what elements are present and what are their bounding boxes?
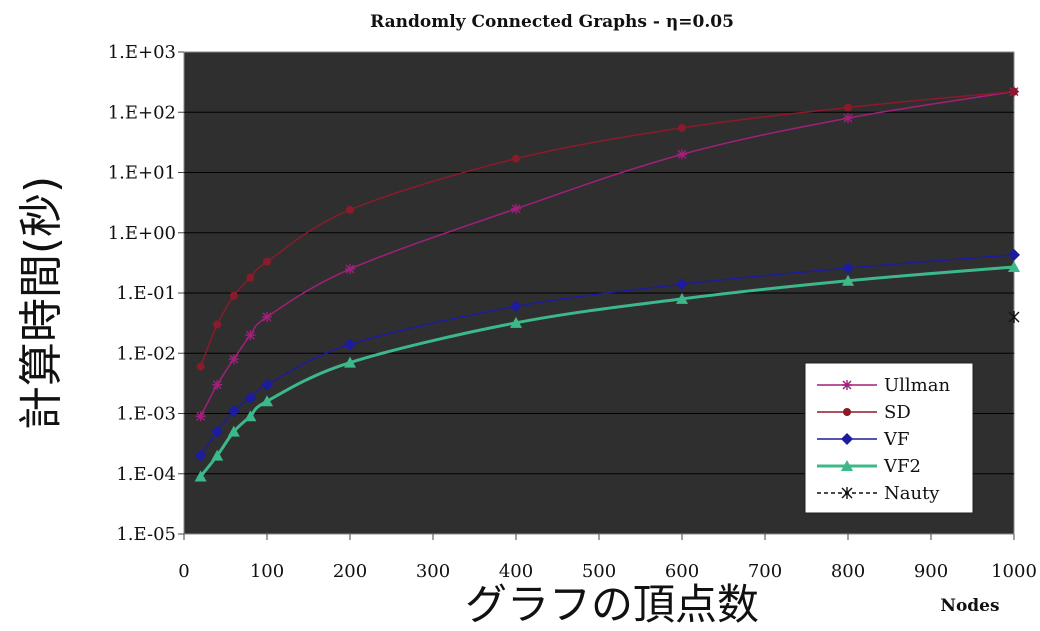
data-point-sd xyxy=(678,123,686,132)
y-tick-label: 1.E+03 xyxy=(108,42,176,63)
y-axis-label: 計算時間(秒) xyxy=(16,176,67,430)
legend-marker-sd xyxy=(843,408,851,416)
x-tick-label: 400 xyxy=(499,561,533,582)
legend-marker-ullman xyxy=(842,380,852,390)
data-point-vf2 xyxy=(261,395,273,407)
chart-title: Randomly Connected Graphs - η=0.05 xyxy=(370,12,734,32)
data-point-sd xyxy=(263,257,271,266)
data-point-vf xyxy=(842,261,854,274)
x-tick-label: 900 xyxy=(914,561,948,582)
data-point-vf2 xyxy=(344,356,356,368)
x-axis-unit-label: Nodes xyxy=(940,596,999,616)
data-point-sd xyxy=(229,291,238,300)
x-tick-label: 300 xyxy=(416,561,450,582)
x-tick-label: 700 xyxy=(748,561,782,582)
data-point-ullman xyxy=(262,311,272,322)
data-point-vf2 xyxy=(227,425,240,437)
data-point-ullman xyxy=(228,354,239,365)
data-point-ullman xyxy=(677,149,687,160)
data-point-vf xyxy=(676,278,688,291)
data-point-vf2 xyxy=(510,316,522,328)
legend-label-nauty: Nauty xyxy=(884,483,940,504)
data-point-sd xyxy=(512,154,520,163)
data-point-vf2 xyxy=(211,449,224,461)
data-point-vf xyxy=(227,405,240,418)
series-markers xyxy=(194,86,1020,482)
data-point-sd xyxy=(1010,87,1018,96)
legend-label-vf2: VF2 xyxy=(883,456,921,477)
y-tick-label: 1.E-01 xyxy=(116,283,176,304)
x-tick-label: 500 xyxy=(582,561,616,582)
data-point-sd xyxy=(213,320,222,329)
x-tick-label: 600 xyxy=(665,561,699,582)
data-point-ullman xyxy=(345,264,355,275)
legend-marker-vf xyxy=(841,433,853,445)
data-point-ullman xyxy=(195,411,206,422)
data-point-nauty xyxy=(1008,310,1020,323)
y-tick-label: 1.E+02 xyxy=(108,102,176,123)
y-tick-label: 1.E-05 xyxy=(116,524,176,545)
data-point-ullman xyxy=(212,379,223,390)
data-point-ullman xyxy=(511,203,521,214)
data-point-sd xyxy=(844,103,852,112)
data-point-vf xyxy=(211,425,224,438)
data-point-vf2 xyxy=(676,292,688,304)
legend: Ullman SD VF VF2 Nauty xyxy=(804,362,974,514)
data-point-vf xyxy=(261,378,273,391)
data-point-vf xyxy=(1008,248,1020,261)
data-point-vf2 xyxy=(1008,261,1020,273)
data-point-vf2 xyxy=(244,410,257,422)
data-point-vf xyxy=(510,300,522,313)
x-tick-label: 1000 xyxy=(991,561,1037,582)
data-point-vf xyxy=(244,392,257,405)
x-tick-label: 800 xyxy=(831,561,865,582)
y-tick-label: 1.E-04 xyxy=(116,464,176,485)
y-tick-label: 1.E-02 xyxy=(116,343,176,364)
legend-box xyxy=(804,362,974,514)
data-point-sd xyxy=(346,205,354,214)
data-point-vf2 xyxy=(842,274,854,286)
data-point-ullman xyxy=(843,113,853,124)
x-axis-label: グラフの頂点数 xyxy=(465,580,759,629)
y-tick-label: 1.E+01 xyxy=(108,163,176,184)
x-tick-label: 200 xyxy=(333,561,367,582)
data-point-sd xyxy=(196,362,205,371)
legend-label-sd: SD xyxy=(884,402,911,423)
data-point-vf xyxy=(194,449,207,462)
legend-marker-vf2 xyxy=(841,460,853,471)
data-point-ullman xyxy=(245,330,256,341)
legend-marker-nauty xyxy=(841,487,853,499)
data-point-vf2 xyxy=(194,470,207,482)
y-axis-ticks: 1.E-05 1.E-04 1.E-03 1.E-02 1.E-01 1.E+00 1.E+… xyxy=(108,42,184,545)
x-tick-label: 100 xyxy=(250,561,284,582)
y-tick-label: 1.E-03 xyxy=(116,404,176,425)
y-tick-label: 1.E+00 xyxy=(108,223,176,244)
legend-label-vf: VF xyxy=(883,429,910,450)
x-tick-label: 0 xyxy=(178,561,189,582)
legend-label-ullman: Ullman xyxy=(884,375,950,396)
x-axis-ticks: 0 100 200 300 400 500 600 700 800 900 1000 xyxy=(178,534,1037,582)
data-point-vf xyxy=(344,338,356,351)
data-point-sd xyxy=(246,273,255,282)
